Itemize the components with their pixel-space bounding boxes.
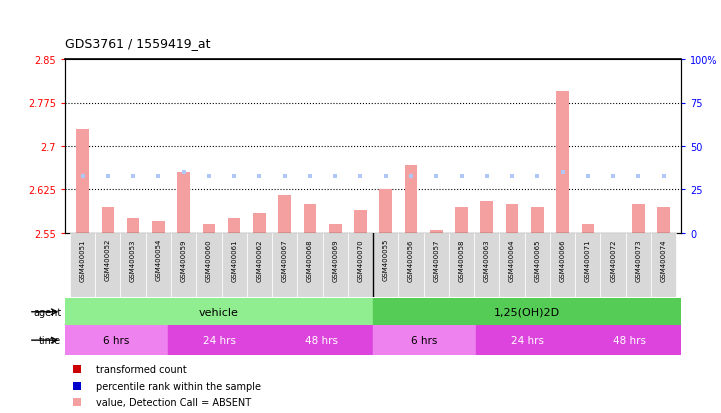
Text: 24 hrs: 24 hrs (510, 335, 544, 345)
Bar (102, 207, 114, 233)
FancyBboxPatch shape (373, 233, 399, 297)
Bar (557, 92, 569, 233)
FancyBboxPatch shape (272, 233, 297, 297)
Bar (167, 325, 270, 355)
Bar (278, 196, 291, 233)
FancyBboxPatch shape (601, 233, 626, 297)
Text: value, Detection Call = ABSENT: value, Detection Call = ABSENT (96, 397, 251, 407)
Text: GSM400067: GSM400067 (282, 238, 288, 281)
Text: GSM400063: GSM400063 (484, 238, 490, 281)
Bar (152, 222, 164, 233)
FancyBboxPatch shape (120, 233, 146, 297)
FancyBboxPatch shape (95, 233, 120, 297)
Bar (607, 233, 619, 236)
Text: 48 hrs: 48 hrs (614, 335, 647, 345)
Text: GSM400051: GSM400051 (79, 238, 86, 281)
Text: percentile rank within the sample: percentile rank within the sample (96, 381, 261, 391)
Bar (476, 325, 578, 355)
Bar (253, 213, 266, 233)
Text: GSM400071: GSM400071 (585, 238, 591, 281)
Bar (329, 225, 342, 233)
FancyBboxPatch shape (500, 233, 525, 297)
Text: GSM400064: GSM400064 (509, 238, 515, 281)
Bar (632, 204, 645, 233)
Text: GSM400068: GSM400068 (307, 238, 313, 281)
Text: GSM400057: GSM400057 (433, 238, 439, 281)
Text: GSM400065: GSM400065 (534, 238, 540, 281)
Bar (203, 225, 215, 233)
Bar (76, 129, 89, 233)
Text: GSM400059: GSM400059 (181, 238, 187, 281)
Text: GSM400070: GSM400070 (358, 238, 363, 281)
FancyBboxPatch shape (348, 233, 373, 297)
FancyBboxPatch shape (651, 233, 676, 297)
Text: GSM400072: GSM400072 (610, 238, 616, 281)
Bar (65, 325, 167, 355)
Text: GSM400058: GSM400058 (459, 238, 464, 281)
Bar (531, 207, 544, 233)
Bar (430, 230, 443, 233)
FancyBboxPatch shape (575, 233, 601, 297)
FancyBboxPatch shape (297, 233, 322, 297)
Bar (127, 219, 139, 233)
Bar (228, 219, 241, 233)
FancyBboxPatch shape (474, 233, 500, 297)
FancyBboxPatch shape (322, 233, 348, 297)
Bar (379, 190, 392, 233)
Text: 6 hrs: 6 hrs (411, 335, 438, 345)
Text: vehicle: vehicle (199, 307, 239, 317)
Text: transformed count: transformed count (96, 365, 187, 375)
Bar (65, 299, 373, 325)
Text: GSM400056: GSM400056 (408, 238, 414, 281)
Bar (582, 225, 594, 233)
Bar (373, 325, 476, 355)
Bar (455, 207, 468, 233)
Text: agent: agent (33, 307, 61, 317)
Text: GSM400062: GSM400062 (257, 238, 262, 281)
Bar (578, 325, 681, 355)
Bar (304, 204, 317, 233)
Text: GSM400052: GSM400052 (105, 238, 111, 281)
Bar (354, 210, 367, 233)
Text: GSM400069: GSM400069 (332, 238, 338, 281)
Text: 6 hrs: 6 hrs (103, 335, 130, 345)
Bar (373, 299, 681, 325)
Text: 48 hrs: 48 hrs (305, 335, 338, 345)
Text: time: time (39, 335, 61, 345)
FancyBboxPatch shape (424, 233, 449, 297)
Text: GSM400053: GSM400053 (130, 238, 136, 281)
Text: GSM400054: GSM400054 (155, 238, 162, 281)
FancyBboxPatch shape (399, 233, 424, 297)
FancyBboxPatch shape (247, 233, 272, 297)
Text: 1,25(OH)2D: 1,25(OH)2D (494, 307, 560, 317)
Bar (658, 207, 670, 233)
FancyBboxPatch shape (449, 233, 474, 297)
Text: GSM400061: GSM400061 (231, 238, 237, 281)
FancyBboxPatch shape (70, 233, 95, 297)
Text: GSM400073: GSM400073 (635, 238, 642, 281)
FancyBboxPatch shape (550, 233, 575, 297)
FancyBboxPatch shape (146, 233, 171, 297)
Bar (404, 165, 417, 233)
Bar (177, 173, 190, 233)
Bar (505, 204, 518, 233)
Bar (270, 325, 373, 355)
Bar (480, 202, 493, 233)
FancyBboxPatch shape (221, 233, 247, 297)
FancyBboxPatch shape (196, 233, 221, 297)
FancyBboxPatch shape (171, 233, 196, 297)
FancyBboxPatch shape (525, 233, 550, 297)
Text: GSM400060: GSM400060 (206, 238, 212, 281)
Text: GSM400074: GSM400074 (660, 238, 667, 281)
Text: GSM400066: GSM400066 (559, 238, 565, 281)
Text: GDS3761 / 1559419_at: GDS3761 / 1559419_at (65, 37, 211, 50)
Text: 24 hrs: 24 hrs (203, 335, 236, 345)
Text: GSM400055: GSM400055 (383, 238, 389, 281)
FancyBboxPatch shape (626, 233, 651, 297)
